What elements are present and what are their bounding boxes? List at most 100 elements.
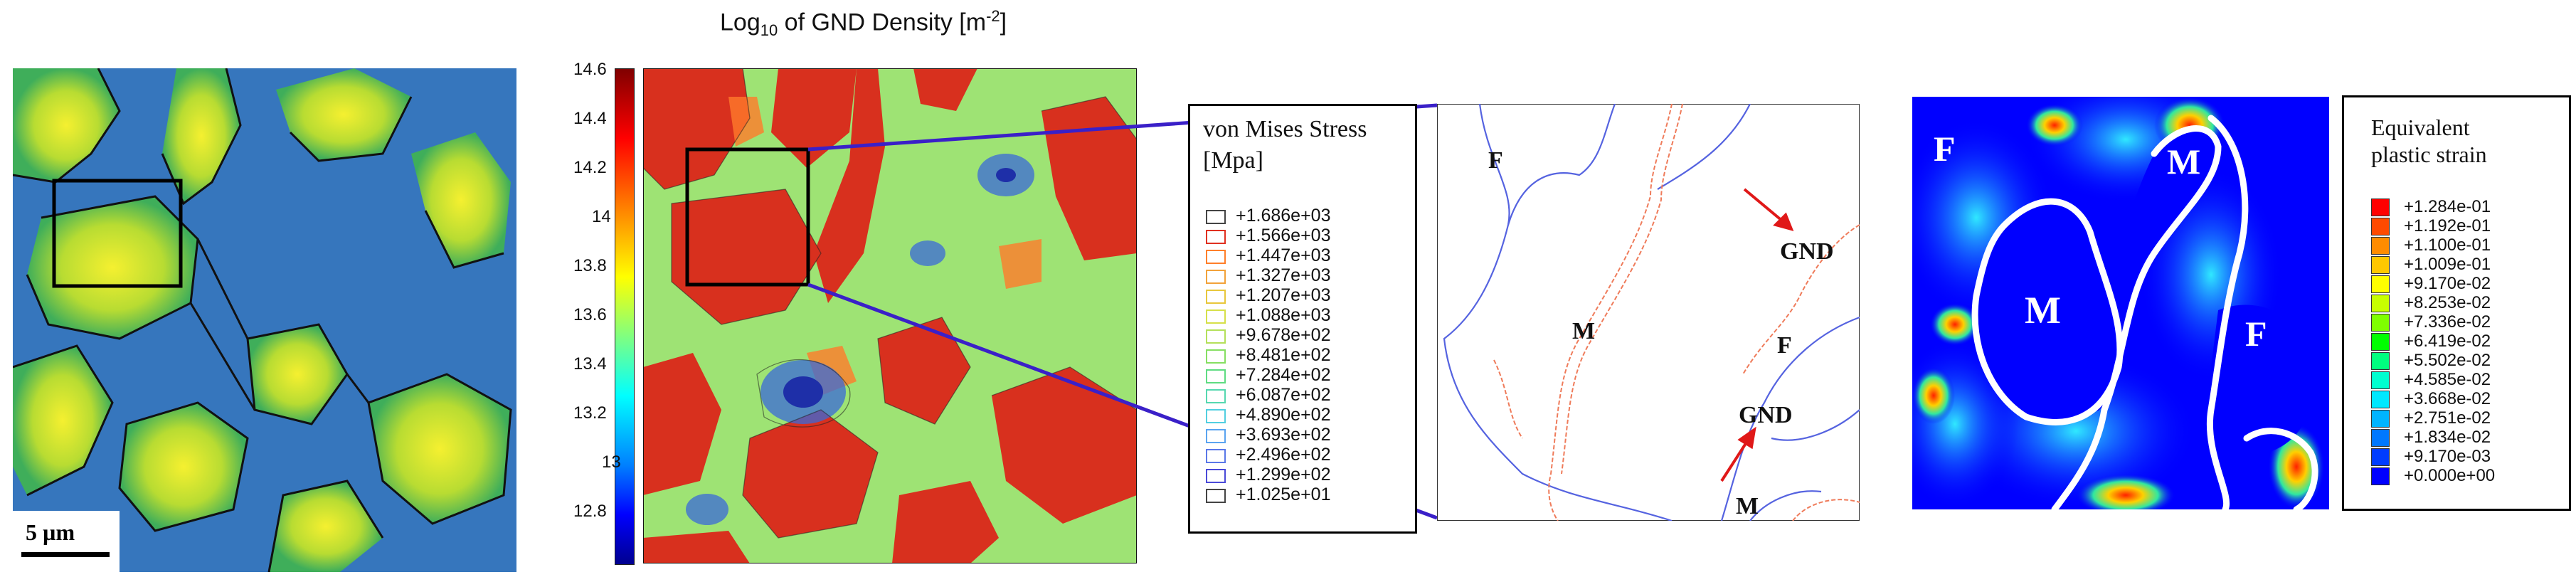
- colorbar-tick: 12.8: [573, 502, 607, 521]
- strain-legend-swatch: [2371, 448, 2390, 466]
- von-mises-legend-swatch: [1206, 449, 1226, 463]
- strain-legend-row: +1.834e-02: [2344, 428, 2569, 447]
- strain-legend-value: +1.009e-01: [2404, 255, 2491, 274]
- strain-legend-row: +1.192e-01: [2344, 216, 2569, 235]
- strain-legend-swatch: [2371, 429, 2390, 447]
- strain-legend-value: +7.336e-02: [2404, 312, 2491, 332]
- von-mises-legend-row: +1.299e+02: [1190, 465, 1415, 485]
- strain-legend-swatch: [2371, 410, 2390, 428]
- von-mises-legend-value: +1.447e+03: [1236, 245, 1331, 265]
- strain-legend-row: +6.419e-02: [2344, 332, 2569, 351]
- strain-legend-swatch: [2371, 314, 2390, 332]
- colorbar-tick: 14.2: [573, 158, 607, 177]
- von-mises-legend-row: +1.207e+03: [1190, 285, 1415, 305]
- strain-legend-swatch: [2371, 371, 2390, 389]
- von-mises-legend-value: +6.087e+02: [1236, 385, 1331, 405]
- strain-legend-value: +8.253e-02: [2404, 293, 2491, 312]
- stress-label-gnd-1: GND: [1780, 238, 1834, 265]
- strain-legend-value: +2.751e-02: [2404, 408, 2491, 428]
- scale-bar-label: 5 µm: [26, 519, 75, 545]
- strain-legend-swatch: [2371, 275, 2390, 293]
- von-mises-legend-value: +7.284e+02: [1236, 365, 1331, 385]
- von-mises-legend-value: +9.678e+02: [1236, 325, 1331, 345]
- colorbar-tick: 13.8: [573, 256, 607, 275]
- von-mises-legend-row: +2.496e+02: [1190, 445, 1415, 465]
- strain-legend-row: +2.751e-02: [2344, 408, 2569, 428]
- von-mises-legend-swatch: [1206, 489, 1226, 503]
- ebsd-map: [13, 68, 516, 572]
- colorbar-tick: 13.6: [573, 305, 607, 324]
- gnd-colorbar: [615, 68, 635, 565]
- strain-legend-row: +9.170e-02: [2344, 274, 2569, 293]
- von-mises-legend-row: +1.088e+03: [1190, 305, 1415, 325]
- von-mises-legend-row: +7.284e+02: [1190, 365, 1415, 385]
- strain-legend-value: +4.585e-02: [2404, 370, 2491, 389]
- von-mises-legend-row: +6.087e+02: [1190, 385, 1415, 405]
- strain-legend-value: +6.419e-02: [2404, 332, 2491, 351]
- strain-legend-row: +0.000e+00: [2344, 466, 2569, 485]
- strain-legend-subtitle: plastic strain: [2371, 142, 2487, 167]
- strain-legend-swatch: [2371, 333, 2390, 351]
- von-mises-legend-swatch: [1206, 329, 1226, 344]
- strain-legend-swatch: [2371, 295, 2390, 312]
- colorbar-tick: 13.4: [573, 354, 607, 374]
- strain-legend-value: +1.284e-01: [2404, 197, 2491, 216]
- von-mises-legend-row: +1.327e+03: [1190, 265, 1415, 285]
- strain-label-f-1: F: [1934, 129, 1956, 169]
- strain-legend-value: +0.000e+00: [2404, 466, 2496, 485]
- von-mises-legend-swatch: [1206, 290, 1226, 304]
- von-mises-legend-swatch: [1206, 429, 1226, 443]
- strain-legend-swatch: [2371, 352, 2390, 370]
- strain-legend-swatch: [2371, 198, 2390, 216]
- strain-legend-swatch: [2371, 391, 2390, 408]
- von-mises-legend-swatch: [1206, 369, 1226, 383]
- strain-legend-row: +8.253e-02: [2344, 293, 2569, 312]
- von-mises-legend-row: +1.566e+03: [1190, 226, 1415, 245]
- strain-legend-row: +3.668e-02: [2344, 389, 2569, 408]
- von-mises-legend-entries: +1.686e+03 +1.566e+03 +1.447e+03 +1.327e+03…: [1190, 206, 1415, 519]
- von-mises-legend-row: +9.678e+02: [1190, 325, 1415, 345]
- stress-label-f2: F: [1777, 332, 1792, 359]
- von-mises-legend-row: +1.686e+03: [1190, 206, 1415, 226]
- strain-legend-swatch: [2371, 467, 2390, 485]
- von-mises-legend-swatch: [1206, 469, 1226, 483]
- strain-legend-value: +9.170e-03: [2404, 447, 2491, 466]
- strain-legend-title: Equivalent: [2371, 115, 2470, 140]
- von-mises-legend-row: +1.447e+03: [1190, 245, 1415, 265]
- strain-legend-row: +4.585e-02: [2344, 370, 2569, 389]
- strain-legend-swatch: [2371, 218, 2390, 235]
- von-mises-legend-value: +1.088e+03: [1236, 305, 1331, 325]
- von-mises-legend-title: von Mises Stress: [1203, 116, 1367, 142]
- von-mises-legend-swatch: [1206, 389, 1226, 403]
- strain-legend-row: +7.336e-02: [2344, 312, 2569, 332]
- von-mises-legend-value: +8.481e+02: [1236, 345, 1331, 365]
- strain-legend-value: +5.502e-02: [2404, 351, 2491, 370]
- von-mises-legend-value: +1.299e+02: [1236, 465, 1331, 485]
- von-mises-legend-value: +3.693e+02: [1236, 425, 1331, 445]
- von-mises-legend-row: +8.481e+02: [1190, 345, 1415, 365]
- colorbar-tick: 13: [602, 452, 621, 472]
- strain-legend-row: +1.100e-01: [2344, 235, 2569, 255]
- von-mises-legend-row: +4.890e+02: [1190, 405, 1415, 425]
- strain-legend-value: +3.668e-02: [2404, 389, 2491, 408]
- von-mises-legend-swatch: [1206, 309, 1226, 324]
- von-mises-legend-swatch: [1206, 210, 1226, 224]
- strain-label-f-2: F: [2245, 314, 2267, 354]
- stress-label-m: M: [1572, 318, 1595, 344]
- strain-legend-row: +1.284e-01: [2344, 197, 2569, 216]
- stress-label-f: F: [1488, 147, 1503, 174]
- strain-label-m-2: M: [2025, 289, 2061, 332]
- gnd-density-title: Log10 of GND Density [m-2]: [720, 7, 1007, 40]
- von-mises-legend-swatch: [1206, 409, 1226, 423]
- von-mises-legend-swatch: [1206, 230, 1226, 244]
- plastic-strain-legend: Equivalent plastic strain +1.284e-01 +1.1…: [2342, 95, 2571, 511]
- von-mises-legend-swatch: [1206, 349, 1226, 364]
- von-mises-legend-value: +1.327e+03: [1236, 265, 1331, 285]
- strain-legend-entries: +1.284e-01 +1.192e-01 +1.100e-01 +1.009e-01…: [2344, 197, 2569, 496]
- von-mises-legend-swatch: [1206, 270, 1226, 284]
- strain-legend-value: +1.834e-02: [2404, 428, 2491, 447]
- strain-label-m-1: M: [2167, 142, 2200, 181]
- stress-label-gnd-2: GND: [1739, 402, 1793, 428]
- strain-legend-value: +1.100e-01: [2404, 235, 2491, 255]
- strain-legend-row: +1.009e-01: [2344, 255, 2569, 274]
